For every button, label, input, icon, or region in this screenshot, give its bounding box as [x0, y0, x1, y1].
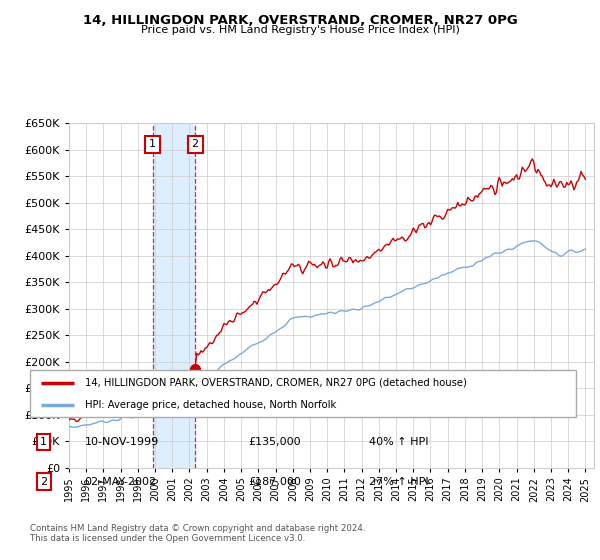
Text: Price paid vs. HM Land Registry's House Price Index (HPI): Price paid vs. HM Land Registry's House …	[140, 25, 460, 35]
Text: 2: 2	[40, 477, 47, 487]
Text: 02-MAY-2002: 02-MAY-2002	[85, 477, 157, 487]
FancyBboxPatch shape	[30, 370, 576, 417]
Text: 10-NOV-1999: 10-NOV-1999	[85, 437, 159, 447]
Text: £135,000: £135,000	[248, 437, 301, 447]
Text: 27% ↑ HPI: 27% ↑ HPI	[368, 477, 428, 487]
Text: 40% ↑ HPI: 40% ↑ HPI	[368, 437, 428, 447]
Bar	[152, 123, 195, 468]
Text: HPI: Average price, detached house, North Norfolk: HPI: Average price, detached house, Nort…	[85, 400, 336, 410]
Text: 2: 2	[191, 139, 199, 150]
Text: Contains HM Land Registry data © Crown copyright and database right 2024.
This d: Contains HM Land Registry data © Crown c…	[30, 524, 365, 543]
Text: £187,000: £187,000	[248, 477, 301, 487]
Text: 14, HILLINGDON PARK, OVERSTRAND, CROMER, NR27 0PG: 14, HILLINGDON PARK, OVERSTRAND, CROMER,…	[83, 14, 517, 27]
Text: 1: 1	[40, 437, 47, 447]
Text: 14, HILLINGDON PARK, OVERSTRAND, CROMER, NR27 0PG (detached house): 14, HILLINGDON PARK, OVERSTRAND, CROMER,…	[85, 378, 466, 388]
Text: 1: 1	[149, 139, 156, 150]
